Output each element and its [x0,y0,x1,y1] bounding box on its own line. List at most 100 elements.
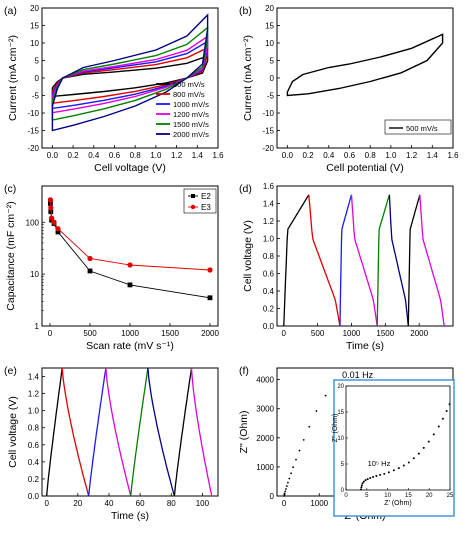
y-tick-label: 0.2 [28,475,40,484]
x-tick-label: 1.0 [150,151,162,160]
inset-y-tick-label: 10 [337,436,344,442]
inset-nyquist-point [448,403,451,406]
panel-label: (f) [239,365,249,377]
y-axis-title: Cell voltage (V) [7,396,19,468]
data-point [87,268,93,274]
inset-nyquist-point [422,446,425,449]
inset-nyquist-point [441,417,444,420]
data-point [127,282,133,288]
nyquist-point [285,488,287,490]
x-tick-label: 0 [44,499,49,508]
cv-curve [286,33,444,97]
y-tick-label: 2000 [256,434,274,443]
inset-y-tick-label: 20 [337,384,344,390]
data-point [127,262,133,268]
discharge-curve [308,194,341,327]
panel-d: 0 500 1000 1500 2000 0.0 0.2 0.4 0.6 0.8 1.0 1.2 1.4… [239,182,454,352]
y-tick-label: -10 [262,109,274,118]
inset-frequency-annotation: 10⁵ Hz [368,459,391,468]
y-tick-label: 1.4 [263,200,275,209]
x-tick-label: 1.0 [385,151,397,160]
data-point [87,255,93,262]
y-tick-label: 0.4 [263,287,275,296]
legend-marker [191,194,195,198]
y-tick-label: 0.0 [263,322,275,331]
nyquist-point [288,477,291,480]
y-tick-label: 20 [30,4,39,13]
x-tick-label: 1000 [121,329,139,338]
x-axis-title: Time (s) [346,340,384,352]
inset-nyquist-point [417,452,420,455]
nyquist-point [284,490,287,493]
panel-a: 0.0 0.2 0.4 0.6 0.8 1.0 1.2 1.4 1.6 -20 -15 -10 -5 0 5… [4,4,224,174]
inset-nyquist-point [360,486,363,489]
y-tick-label: 1.0 [28,407,40,416]
discharge-curve [147,367,176,497]
cv-curve [51,26,209,121]
plot-frame [276,185,454,327]
nyquist-point [285,485,288,488]
x-tick-label: 1500 [161,329,179,338]
charge-curve [283,194,310,327]
inset-nyquist-point [412,457,415,460]
legend-label: 800 mV/s [173,90,205,99]
x-tick-label: 0.2 [67,151,79,160]
x-tick-label: 0.4 [88,151,100,160]
x-tick-label: 1.4 [427,151,439,160]
charge-curve [88,367,107,497]
panel-label: (a) [4,5,17,17]
x-tick-label: 500 [83,329,97,338]
nyquist-point [315,410,318,412]
y-tick-label: -20 [27,144,39,153]
y-tick-label: 4000 [256,376,274,385]
inset-x-tick-label: 20 [426,493,433,499]
cv-curve [51,13,209,132]
data-point [49,215,55,221]
inset-nyquist-point [364,479,367,482]
nyquist-point [295,458,297,461]
discharge-curve [350,194,378,327]
discharge-curve [61,367,90,497]
y-axis-title: Z'' (Ohm) [238,410,250,453]
x-tick-label: 1.6 [212,151,224,160]
x-tick-label: 100 [196,499,210,508]
x-tick-label: 80 [167,499,176,508]
x-tick-label: 2000 [201,329,219,338]
y-axis-title: Capacitance (mF cm⁻²) [5,201,17,310]
inset-y-tick-label: 0 [341,488,345,494]
panel-label: (e) [4,365,17,377]
y-tick-label: 1.0 [263,235,275,244]
legend-label: 1200 mV/s [173,110,209,119]
data-point [51,219,57,225]
legend-box [384,119,452,135]
y-axis-title: Current (mA cm⁻²) [242,35,254,121]
y-tick-label: -15 [27,127,39,136]
x-tick-label: 20 [73,499,82,508]
x-tick-label: 0.0 [47,151,59,160]
y-tick-label: 0 [35,74,40,83]
data-point [207,295,213,301]
inset-nyquist-point [369,477,372,480]
charge-curve [130,367,149,497]
panel-b: 0.0 0.2 0.4 0.6 0.8 1.0 1.2 1.4 1.6 -20 -15 -10 -5 0 5… [239,4,459,174]
inset-nyquist-point [383,472,386,475]
inset-x-tick-label: 5 [365,493,369,499]
y-tick-label: 0.6 [263,270,275,279]
data-point [48,205,54,211]
inset-frame-outer [333,379,455,517]
y-tick-label: 5 [35,57,40,66]
nyquist-point [283,492,286,495]
x-tick-label: 0.0 [282,151,294,160]
y-tick-label: 1.4 [28,373,40,382]
legend-label: 1500 mV/s [173,120,209,129]
y-axis-title: Cell voltage (V) [242,220,254,292]
panel-c: 0 500 1000 1500 2000 1 10 100 Scan rate (mV s⁻¹)… [4,183,219,352]
inset-nyquist-point [387,471,390,474]
legend-label: E2 [201,192,211,201]
x-axis-title: Cell potential (V) [326,162,404,174]
legend-box [183,188,217,214]
x-tick-label: 1.6 [447,151,459,160]
nyquist-point [302,438,305,441]
y-tick-label: -5 [267,92,275,101]
x-tick-label: 0.6 [344,151,356,160]
